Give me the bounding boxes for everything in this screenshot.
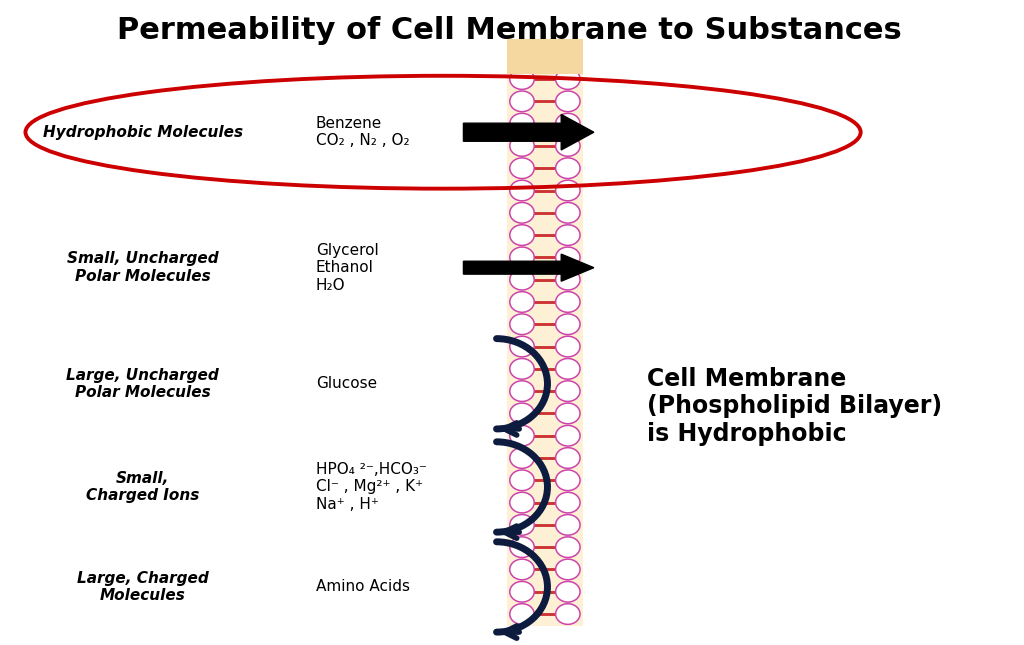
Ellipse shape xyxy=(556,581,580,602)
Ellipse shape xyxy=(556,114,580,134)
Text: Amino Acids: Amino Acids xyxy=(315,579,410,595)
Text: Permeability of Cell Membrane to Substances: Permeability of Cell Membrane to Substan… xyxy=(117,16,902,45)
Ellipse shape xyxy=(510,224,535,245)
Ellipse shape xyxy=(556,180,580,201)
Ellipse shape xyxy=(510,203,535,223)
Ellipse shape xyxy=(556,492,580,513)
Ellipse shape xyxy=(556,158,580,179)
Text: HPO₄ ²⁻,HCO₃⁻
Cl⁻ , Mg²⁺ , K⁺
Na⁺ , H⁺: HPO₄ ²⁻,HCO₃⁻ Cl⁻ , Mg²⁺ , K⁺ Na⁺ , H⁺ xyxy=(315,462,427,512)
Ellipse shape xyxy=(510,180,535,201)
Ellipse shape xyxy=(510,359,535,379)
Text: Benzene
CO₂ , N₂ , O₂: Benzene CO₂ , N₂ , O₂ xyxy=(315,116,410,148)
Ellipse shape xyxy=(510,426,535,446)
Ellipse shape xyxy=(510,492,535,513)
Ellipse shape xyxy=(556,91,580,112)
FancyArrow shape xyxy=(464,115,594,150)
Ellipse shape xyxy=(510,537,535,557)
Ellipse shape xyxy=(510,46,535,67)
Ellipse shape xyxy=(510,314,535,335)
Ellipse shape xyxy=(556,448,580,468)
Ellipse shape xyxy=(510,91,535,112)
Ellipse shape xyxy=(556,270,580,290)
Ellipse shape xyxy=(556,46,580,67)
Text: Small,
Charged Ions: Small, Charged Ions xyxy=(86,471,200,503)
Ellipse shape xyxy=(510,604,535,624)
Ellipse shape xyxy=(510,336,535,357)
Ellipse shape xyxy=(556,292,580,312)
Ellipse shape xyxy=(510,270,535,290)
Ellipse shape xyxy=(556,359,580,379)
Ellipse shape xyxy=(510,247,535,268)
Ellipse shape xyxy=(510,581,535,602)
Ellipse shape xyxy=(556,559,580,580)
Ellipse shape xyxy=(556,336,580,357)
Text: Large, Charged
Molecules: Large, Charged Molecules xyxy=(77,571,209,603)
Ellipse shape xyxy=(556,247,580,268)
Ellipse shape xyxy=(510,381,535,401)
Ellipse shape xyxy=(556,604,580,624)
Ellipse shape xyxy=(556,381,580,401)
Ellipse shape xyxy=(510,403,535,424)
Ellipse shape xyxy=(510,559,535,580)
Text: Hydrophobic Molecules: Hydrophobic Molecules xyxy=(43,124,243,140)
Text: Cell Membrane
(Phospholipid Bilayer)
is Hydrophobic: Cell Membrane (Phospholipid Bilayer) is … xyxy=(647,366,942,446)
Bar xyxy=(507,39,583,74)
Ellipse shape xyxy=(556,470,580,491)
Ellipse shape xyxy=(510,448,535,468)
Ellipse shape xyxy=(556,203,580,223)
Text: Glycerol
Ethanol
H₂O: Glycerol Ethanol H₂O xyxy=(315,243,379,293)
Ellipse shape xyxy=(510,69,535,90)
FancyArrow shape xyxy=(464,254,594,281)
Ellipse shape xyxy=(556,426,580,446)
Text: Large, Uncharged
Polar Molecules: Large, Uncharged Polar Molecules xyxy=(67,368,219,400)
Ellipse shape xyxy=(556,135,580,156)
Text: Small, Uncharged
Polar Molecules: Small, Uncharged Polar Molecules xyxy=(67,252,218,284)
Ellipse shape xyxy=(556,224,580,245)
Ellipse shape xyxy=(510,515,535,535)
Text: Glucose: Glucose xyxy=(315,376,377,392)
Ellipse shape xyxy=(510,135,535,156)
Ellipse shape xyxy=(556,314,580,335)
Ellipse shape xyxy=(556,537,580,557)
Ellipse shape xyxy=(510,292,535,312)
Ellipse shape xyxy=(556,515,580,535)
Ellipse shape xyxy=(510,158,535,179)
Ellipse shape xyxy=(510,470,535,491)
Bar xyxy=(507,45,583,626)
Ellipse shape xyxy=(510,114,535,134)
Ellipse shape xyxy=(556,403,580,424)
Ellipse shape xyxy=(556,69,580,90)
